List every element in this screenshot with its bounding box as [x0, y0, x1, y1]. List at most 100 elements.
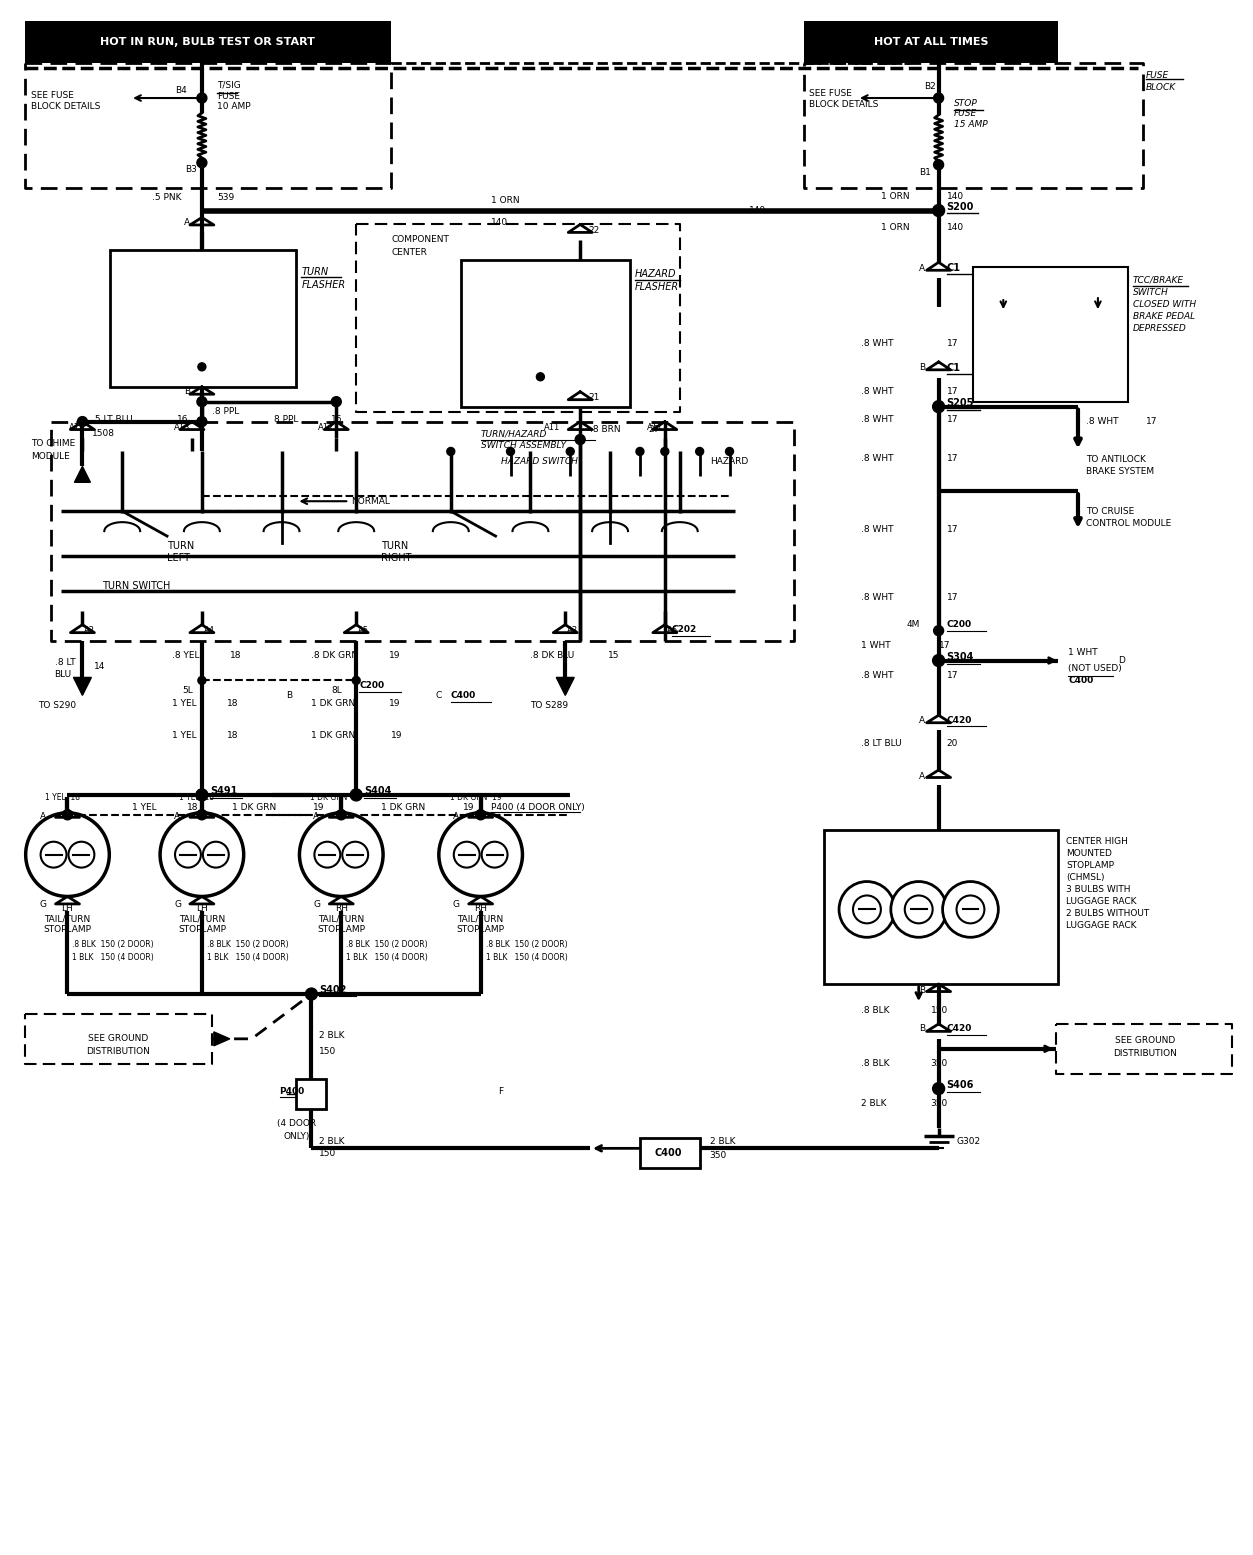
Text: C1: C1 [946, 263, 961, 274]
Text: TURN: TURN [302, 267, 328, 277]
Text: .8 WHT: .8 WHT [861, 339, 893, 348]
Text: NORMAL: NORMAL [351, 496, 390, 505]
Text: .8 BRN: .8 BRN [590, 425, 620, 434]
Text: TO ANTILOCK: TO ANTILOCK [1086, 456, 1145, 463]
Text: 2 BLK: 2 BLK [320, 1031, 345, 1040]
Text: S402: S402 [320, 984, 347, 995]
Text: 15 AMP: 15 AMP [954, 120, 987, 129]
Text: SWITCH: SWITCH [1133, 288, 1169, 297]
Text: C1: C1 [946, 362, 961, 373]
Text: A5: A5 [358, 627, 370, 634]
Bar [297, 1079, 326, 1109]
Text: 150: 150 [931, 1006, 949, 1015]
Text: 140: 140 [491, 218, 507, 227]
Text: 1 ORN: 1 ORN [881, 222, 910, 232]
Text: 1 BLK   150 (4 DOOR): 1 BLK 150 (4 DOOR) [486, 953, 568, 961]
Text: B: B [184, 387, 190, 397]
Circle shape [932, 205, 945, 216]
Text: FUSE: FUSE [217, 92, 239, 101]
Text: 140: 140 [749, 205, 767, 215]
Text: 1 YEL  18: 1 YEL 18 [179, 793, 214, 802]
Text: 1 YEL: 1 YEL [172, 698, 197, 708]
Polygon shape [74, 466, 90, 482]
Text: 16: 16 [331, 415, 343, 425]
Text: 1 DK GRN: 1 DK GRN [381, 804, 425, 812]
Circle shape [197, 417, 207, 426]
Text: .8 LT BLU: .8 LT BLU [861, 739, 902, 748]
Text: 17: 17 [946, 670, 959, 680]
Circle shape [695, 448, 704, 456]
Circle shape [447, 448, 455, 456]
Text: .8 WHT: .8 WHT [1086, 417, 1119, 426]
Text: LUGGAGE RACK: LUGGAGE RACK [1066, 921, 1136, 930]
Text: .5 LT BLU: .5 LT BLU [93, 415, 133, 425]
Text: 350: 350 [931, 1059, 949, 1068]
Circle shape [315, 841, 341, 868]
Circle shape [905, 896, 932, 924]
Circle shape [932, 401, 945, 412]
Circle shape [63, 810, 73, 819]
Polygon shape [74, 678, 91, 695]
Circle shape [476, 810, 486, 819]
Circle shape [203, 841, 229, 868]
Text: G: G [40, 900, 46, 910]
Text: 15: 15 [608, 652, 619, 659]
Text: BLU: BLU [55, 670, 71, 680]
Circle shape [351, 788, 362, 801]
Text: .8 YEL: .8 YEL [172, 652, 199, 659]
Text: 17: 17 [1145, 417, 1158, 426]
Text: C202: C202 [672, 625, 697, 634]
Text: A: A [918, 715, 925, 725]
Text: G302: G302 [956, 1137, 981, 1146]
Circle shape [352, 676, 360, 684]
Text: B3: B3 [185, 165, 197, 174]
Text: C420: C420 [946, 1025, 972, 1034]
Text: 18: 18 [227, 731, 238, 740]
Text: CONTROL MODULE: CONTROL MODULE [1086, 519, 1172, 527]
Text: (CHMSL): (CHMSL) [1066, 872, 1105, 882]
Circle shape [198, 676, 205, 684]
Text: T/SIG: T/SIG [217, 81, 241, 90]
Bar [974, 267, 1128, 401]
Text: CENTER: CENTER [391, 247, 427, 257]
Text: A3: A3 [568, 627, 579, 634]
Circle shape [956, 896, 985, 924]
Text: FLASHER: FLASHER [302, 280, 346, 291]
Text: FUSE: FUSE [1145, 70, 1169, 79]
Circle shape [891, 882, 946, 938]
Text: DISTRIBUTION: DISTRIBUTION [86, 1047, 150, 1056]
Text: ONLY): ONLY) [283, 1132, 309, 1141]
Text: DEPRESSED: DEPRESSED [1133, 323, 1187, 333]
Text: C200: C200 [360, 681, 385, 690]
Text: 19: 19 [391, 731, 402, 740]
Text: C400: C400 [654, 1148, 682, 1158]
Text: 1 ORN: 1 ORN [881, 193, 910, 201]
Text: B4: B4 [175, 86, 187, 95]
Text: LH
TAIL/TURN
STOPLAMP: LH TAIL/TURN STOPLAMP [178, 905, 226, 935]
Text: .8 BLK  150 (2 DOOR): .8 BLK 150 (2 DOOR) [73, 939, 154, 949]
Text: 3 BULBS WITH: 3 BULBS WITH [1066, 885, 1130, 894]
Bar [110, 250, 297, 387]
Text: B: B [918, 1025, 925, 1034]
Circle shape [481, 841, 507, 868]
Text: HOT AT ALL TIMES: HOT AT ALL TIMES [875, 37, 989, 47]
Text: A1: A1 [69, 423, 80, 432]
Text: .8 WHT: .8 WHT [861, 454, 893, 463]
Text: 14: 14 [94, 662, 105, 672]
Circle shape [336, 810, 346, 819]
Text: .8 BLK  150 (2 DOOR): .8 BLK 150 (2 DOOR) [486, 939, 568, 949]
Text: A: A [918, 264, 925, 272]
Text: .8 BLK  150 (2 DOOR): .8 BLK 150 (2 DOOR) [346, 939, 427, 949]
Text: LUGGAGE RACK: LUGGAGE RACK [1066, 897, 1136, 907]
Circle shape [25, 813, 109, 897]
Text: G: G [313, 900, 321, 910]
Text: 539: 539 [217, 193, 234, 202]
Text: C: C [436, 690, 442, 700]
Circle shape [506, 448, 515, 456]
Text: SEE GROUND: SEE GROUND [88, 1034, 148, 1043]
Text: P400 (4 DOOR ONLY): P400 (4 DOOR ONLY) [491, 804, 584, 812]
Circle shape [942, 882, 999, 938]
Text: TO S290: TO S290 [38, 701, 75, 709]
Text: HAZARD: HAZARD [635, 269, 677, 280]
Circle shape [40, 841, 66, 868]
